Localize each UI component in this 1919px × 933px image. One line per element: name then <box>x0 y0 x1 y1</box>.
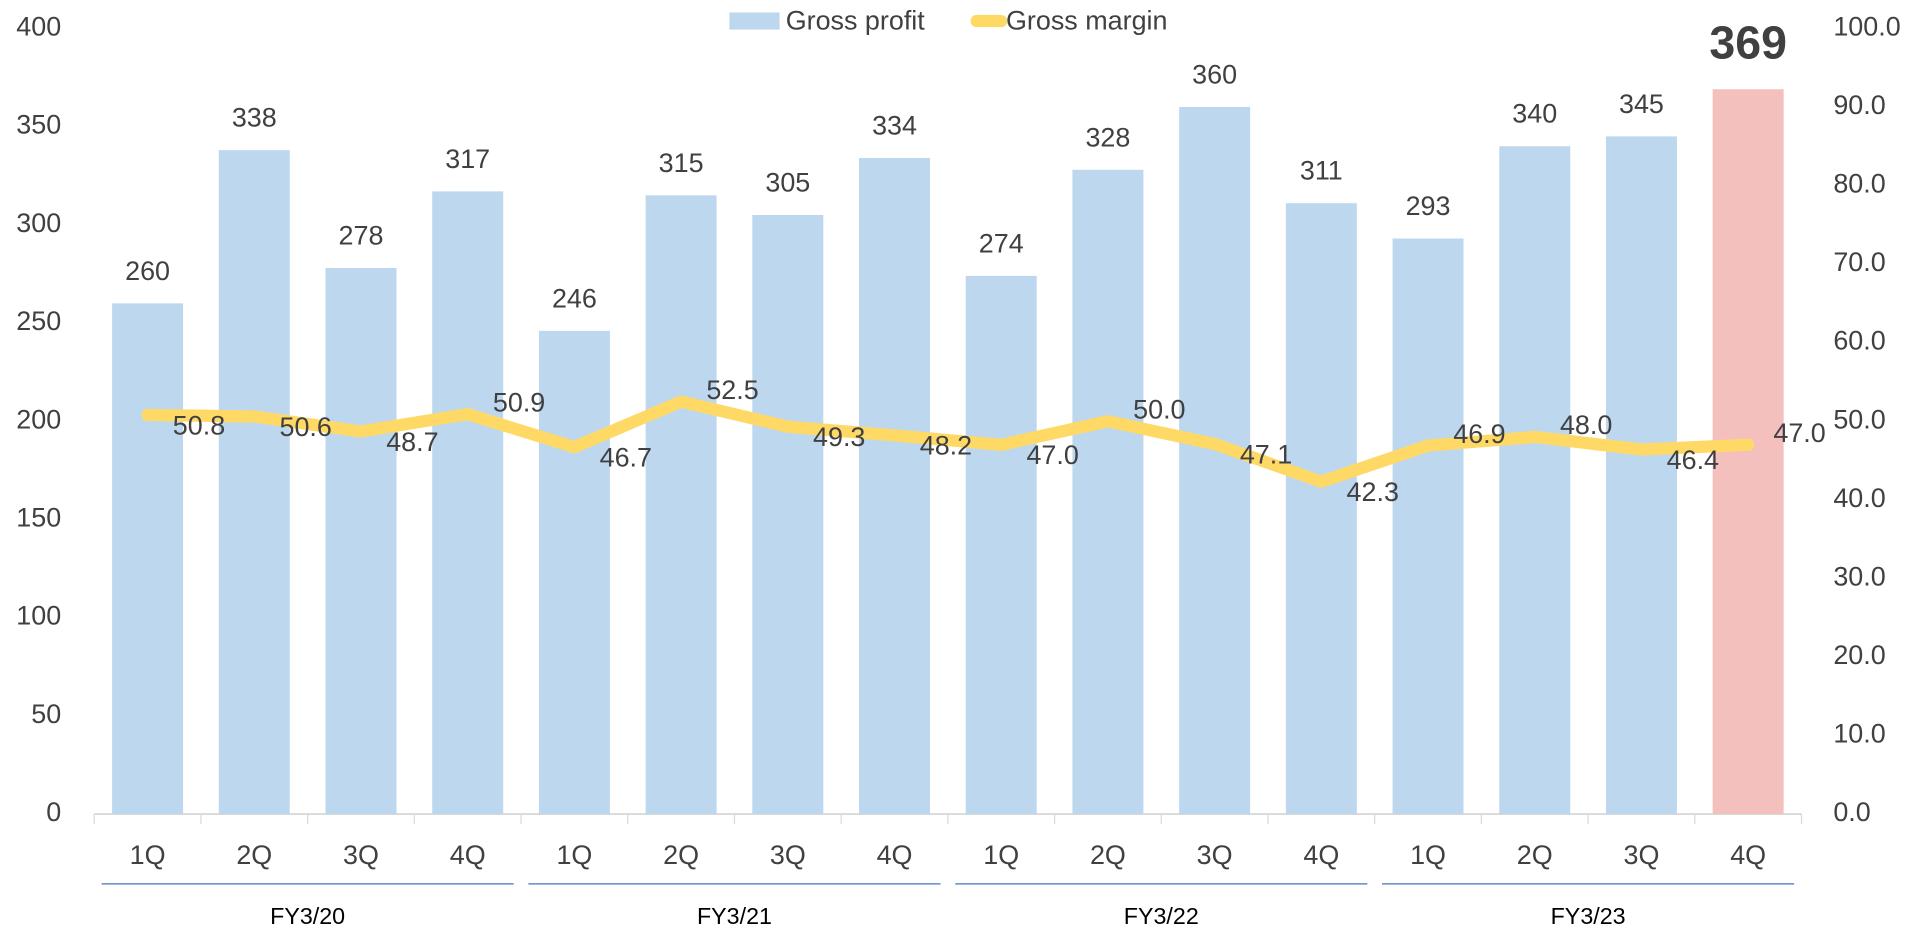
bar-value-label: 369 <box>1709 17 1787 69</box>
x-tick-label: 4Q <box>877 840 913 870</box>
y2-tick-label: 0.0 <box>1833 797 1870 827</box>
line-value-label: 50.0 <box>1133 395 1185 425</box>
y2-tick-label: 40.0 <box>1833 483 1885 513</box>
line <box>141 395 1755 488</box>
line-value-label: 49.3 <box>813 422 865 452</box>
bar-value-label: 246 <box>552 283 597 313</box>
line-value-label: 47.1 <box>1240 439 1292 469</box>
line-value-label: 48.7 <box>386 427 438 457</box>
bar-value-label: 345 <box>1619 89 1664 119</box>
y2-tick-label: 20.0 <box>1833 640 1885 670</box>
line-value-label: 48.0 <box>1560 410 1612 440</box>
line-value-label: 47.0 <box>1026 440 1078 470</box>
bar <box>965 275 1037 815</box>
y2-tick-label: 70.0 <box>1833 247 1885 277</box>
bar-value-label: 328 <box>1085 122 1130 152</box>
line-value-label: 50.6 <box>280 412 332 442</box>
bar <box>218 150 290 815</box>
y2-tick-label: 30.0 <box>1833 561 1885 591</box>
y2-tick-label: 100.0 <box>1833 11 1900 41</box>
bar-value-label: 305 <box>765 167 810 197</box>
y2-tick-label: 80.0 <box>1833 169 1885 199</box>
y2-tick-label: 10.0 <box>1833 719 1885 749</box>
x-tick-label: 2Q <box>236 840 272 870</box>
group-label: FY3/20 <box>270 903 345 929</box>
bar-value-label: 338 <box>232 103 277 133</box>
line-value-label: 50.9 <box>493 387 545 417</box>
bar-value-label: 311 <box>1300 156 1343 186</box>
bar <box>112 303 184 815</box>
y-tick-label: 50 <box>31 699 61 729</box>
bar <box>1605 136 1677 815</box>
group-label: FY3/22 <box>1124 903 1199 929</box>
bar-value-label: 315 <box>659 148 704 178</box>
line-value-label: 46.4 <box>1667 445 1719 475</box>
line-value-label: 48.2 <box>920 431 972 461</box>
bar <box>1179 106 1251 815</box>
bar <box>1285 203 1357 815</box>
y-tick-label: 400 <box>16 11 61 41</box>
bar-value-label: 334 <box>872 111 917 141</box>
line-value-label: 52.5 <box>706 375 758 405</box>
bar-value-label: 260 <box>125 256 170 286</box>
y-tick-label: 200 <box>16 404 61 434</box>
x-tick-label: 1Q <box>983 840 1019 870</box>
x-tick-label: 3Q <box>1197 840 1233 870</box>
x-tick-label: 1Q <box>1410 840 1446 870</box>
x-tick-label: 3Q <box>1624 840 1660 870</box>
legend-label: Gross margin <box>1006 5 1167 35</box>
bar-value-label: 278 <box>339 221 384 251</box>
bar <box>645 195 717 815</box>
bar-value-label: 340 <box>1512 99 1557 129</box>
line-value-label: 47.0 <box>1773 418 1825 448</box>
x-tick-label: 1Q <box>130 840 166 870</box>
group-label: FY3/21 <box>697 903 772 929</box>
bar-value-label: 360 <box>1192 59 1237 89</box>
x-tick-label: 2Q <box>1090 840 1126 870</box>
bar <box>1072 169 1144 815</box>
bar <box>859 158 931 815</box>
y-tick-label: 300 <box>16 208 61 238</box>
y-tick-label: 100 <box>16 601 61 631</box>
x-tick-label: 3Q <box>343 840 379 870</box>
y-tick-label: 250 <box>16 306 61 336</box>
x-tick-label: 4Q <box>1730 840 1766 870</box>
bar <box>1499 146 1571 815</box>
bar <box>752 214 824 815</box>
y2-tick-label: 60.0 <box>1833 326 1885 356</box>
y-tick-label: 350 <box>16 110 61 140</box>
x-tick-label: 1Q <box>556 840 592 870</box>
y-tick-label: 150 <box>16 503 61 533</box>
y2-tick-label: 50.0 <box>1833 404 1885 434</box>
x-tick-label: 4Q <box>450 840 486 870</box>
line-value-label: 42.3 <box>1347 477 1399 507</box>
bar-value-label: 274 <box>979 228 1024 258</box>
y2-tick-label: 90.0 <box>1833 90 1885 120</box>
x-tick-label: 3Q <box>770 840 806 870</box>
bar <box>432 191 504 815</box>
legend-swatch <box>729 12 780 30</box>
line-value-label: 50.8 <box>173 410 225 440</box>
bar-value-label: 317 <box>445 144 490 174</box>
legend-label: Gross profit <box>786 5 926 35</box>
x-tick-label: 4Q <box>1303 840 1339 870</box>
x-tick-label: 2Q <box>663 840 699 870</box>
line-value-label: 46.9 <box>1453 419 1505 449</box>
y-tick-label: 0 <box>46 797 61 827</box>
bar <box>538 330 610 815</box>
bar <box>1392 238 1464 815</box>
group-label: FY3/23 <box>1551 903 1626 929</box>
bar <box>325 268 397 815</box>
line-value-label: 46.7 <box>600 442 652 472</box>
x-tick-label: 2Q <box>1517 840 1553 870</box>
bar-value-label: 293 <box>1406 191 1451 221</box>
